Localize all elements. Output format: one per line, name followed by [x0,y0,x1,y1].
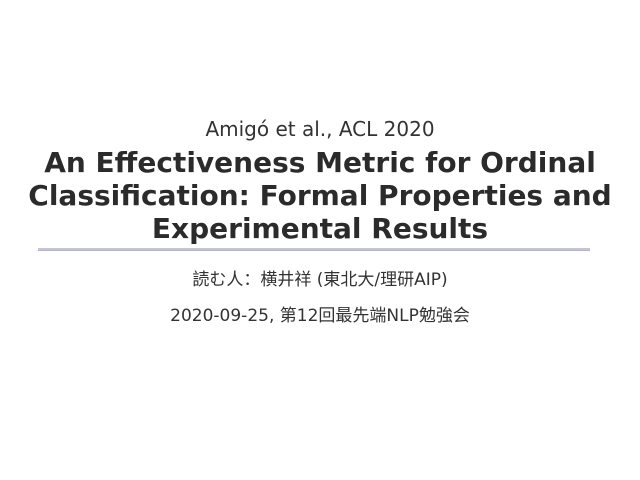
paper-title-line-1: An Effectiveness Metric for Ordinal [44,146,596,179]
presenter-line: 読む人：横井祥 (東北大/理研AIP) [192,270,448,290]
event-line: 2020-09-25, 第12回最先端NLP勉強会 [170,306,470,326]
paper-title: An Effectiveness Metric for Ordinal Clas… [0,146,640,245]
paper-title-line-2: Classification: Formal Properties and [28,179,612,212]
paper-title-line-3: Experimental Results [151,212,489,245]
title-divider [38,248,590,251]
paper-citation: Amigó et al., ACL 2020 [205,117,435,141]
